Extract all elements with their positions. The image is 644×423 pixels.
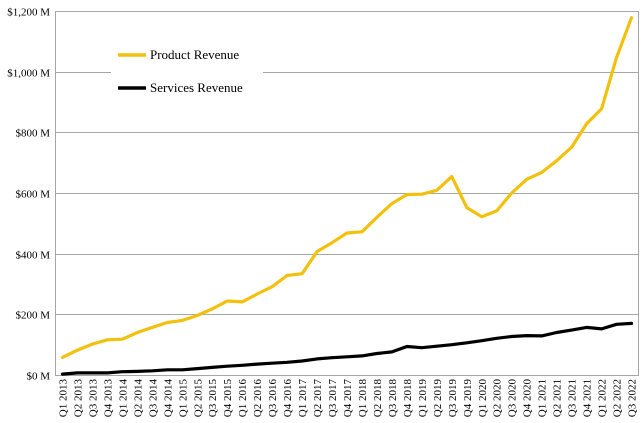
y-tick-label: $600 M <box>15 189 50 201</box>
x-tick-label: Q1 2013 <box>57 379 69 418</box>
x-tick-label: Q4 2021 <box>582 379 594 417</box>
plot-border <box>55 11 639 376</box>
y-tick-label: $800 M <box>15 128 50 140</box>
x-tick-label: Q3 2022 <box>627 379 639 417</box>
x-tick-label: Q1 2019 <box>417 379 429 418</box>
y-tick-label: $200 M <box>15 310 50 322</box>
x-tick-label: Q2 2013 <box>72 379 84 418</box>
x-tick-label: Q3 2019 <box>447 379 459 418</box>
x-tick-label: Q3 2020 <box>507 379 519 418</box>
x-tick-label: Q3 2016 <box>267 379 279 418</box>
legend-box <box>111 34 263 108</box>
x-tick-label: Q1 2020 <box>477 379 489 418</box>
y-tick-label: $0 M <box>26 371 50 383</box>
x-tick-label: Q3 2017 <box>327 379 339 418</box>
series-lines <box>60 16 634 376</box>
x-tick-label: Q3 2013 <box>87 379 99 418</box>
y-axis: $0 M $200 M $400 M $600 M $800 M $1,000 M $1,2… <box>7 7 50 383</box>
x-tick-label: Q1 2018 <box>357 379 369 418</box>
x-tick-label: Q4 2013 <box>102 379 114 418</box>
x-tick-label: Q1 2022 <box>597 379 609 417</box>
x-tick-label: Q4 2019 <box>462 379 474 418</box>
y-tick-label: $1,000 M <box>7 68 50 80</box>
x-tick-label: Q4 2017 <box>342 379 354 418</box>
x-tick-label: Q3 2021 <box>567 379 579 417</box>
legend-label-product: Product Revenue <box>150 47 239 62</box>
x-tick-label: Q2 2016 <box>252 379 264 418</box>
x-tick-label: Q1 2014 <box>117 379 129 418</box>
x-tick-label: Q2 2014 <box>132 379 144 418</box>
x-tick-label: Q4 2018 <box>402 379 414 418</box>
legend-label-services: Services Revenue <box>150 80 243 95</box>
x-tick-label: Q2 2022 <box>612 379 624 417</box>
x-tick-label: Q4 2014 <box>162 379 174 418</box>
y-tick-label: $1,200 M <box>7 7 50 19</box>
x-tick-label: Q2 2018 <box>372 379 384 418</box>
series-line-services <box>60 321 634 376</box>
x-tick-label: Q2 2019 <box>432 379 444 418</box>
x-tick-label: Q3 2018 <box>387 379 399 418</box>
x-tick-label: Q1 2015 <box>177 379 189 418</box>
x-tick-label: Q4 2015 <box>222 379 234 418</box>
x-tick-label: Q2 2015 <box>192 379 204 418</box>
x-tick-label: Q4 2016 <box>282 379 294 418</box>
x-tick-label: Q1 2021 <box>537 379 549 417</box>
x-tick-label: Q2 2020 <box>492 379 504 418</box>
x-tick-label: Q2 2021 <box>552 379 564 417</box>
y-tick-label: $400 M <box>15 250 50 262</box>
x-axis: Q1 2013 Q2 2013 Q3 2013 Q4 2013 Q1 2014 Q2 20… <box>57 379 638 418</box>
x-tick-label: Q3 2014 <box>147 379 159 418</box>
x-tick-label: Q3 2015 <box>207 379 219 418</box>
x-tick-label: Q1 2016 <box>237 379 249 418</box>
legend: Product Revenue Services Revenue <box>111 34 263 108</box>
x-tick-label: Q2 2017 <box>312 379 324 418</box>
x-tick-label: Q1 2017 <box>297 379 309 418</box>
x-tick-label: Q4 2020 <box>522 379 534 418</box>
